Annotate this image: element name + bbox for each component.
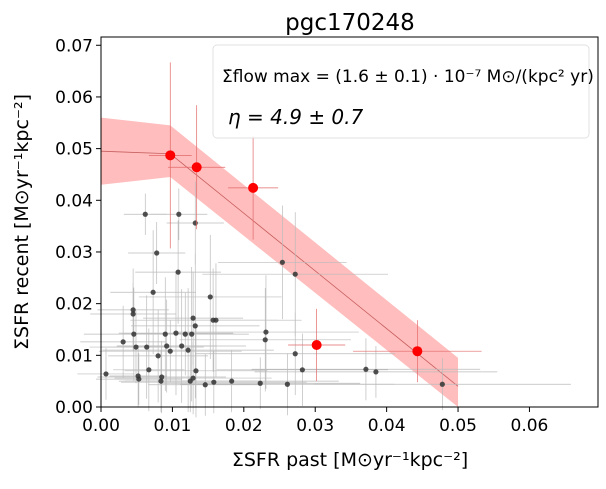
x-tick-label: 0.04	[368, 416, 406, 436]
point	[144, 344, 150, 350]
point	[167, 348, 173, 354]
point	[363, 366, 369, 372]
point	[150, 289, 156, 295]
point	[229, 378, 235, 384]
point	[191, 162, 202, 173]
annotation-box	[212, 44, 590, 139]
point	[158, 378, 164, 384]
point	[190, 375, 196, 381]
point	[120, 339, 126, 345]
point	[159, 374, 165, 380]
point	[248, 182, 259, 193]
point	[263, 329, 269, 335]
point	[154, 250, 160, 256]
point	[185, 347, 191, 353]
y-tick-label: 0.01	[55, 346, 93, 366]
point	[292, 351, 298, 357]
annotation: Σ̇flow max = (1.6 ± 0.1) · 10⁻⁷ M⊙/(kpc²…	[222, 67, 594, 87]
point	[179, 343, 185, 349]
point	[192, 323, 198, 329]
point	[164, 343, 170, 349]
point	[130, 311, 136, 317]
point	[292, 271, 298, 277]
point	[207, 294, 213, 300]
point	[257, 380, 263, 386]
point	[182, 331, 188, 337]
point	[142, 211, 148, 217]
x-tick-label: 0.00	[82, 416, 120, 436]
x-tick-label: 0.06	[511, 416, 549, 436]
x-tick-label: 0.03	[296, 416, 334, 436]
y-tick-label: 0.05	[55, 140, 93, 160]
x-tick-label: 0.01	[153, 416, 191, 436]
x-axis-label: ΣSFR past [M⊙yr⁻¹kpc⁻²]	[232, 449, 468, 471]
x-tick-label: 0.02	[225, 416, 263, 436]
point	[133, 344, 139, 350]
y-tick-label: 0.03	[55, 243, 93, 263]
y-tick-label: 0.07	[55, 36, 93, 56]
point	[176, 211, 182, 217]
y-tick-label: 0.04	[55, 191, 93, 211]
point	[175, 269, 181, 275]
y-tick-label: 0.02	[55, 295, 93, 315]
point	[373, 369, 379, 375]
y-tick-label: 0.06	[55, 88, 93, 108]
point	[165, 150, 176, 161]
point	[189, 331, 195, 337]
point	[146, 367, 152, 373]
point	[311, 339, 322, 350]
point	[103, 371, 109, 377]
point	[439, 381, 445, 387]
point	[299, 367, 305, 373]
chart-title: pgc170248	[285, 10, 415, 36]
point	[162, 331, 168, 337]
point	[155, 353, 161, 359]
point	[211, 379, 217, 385]
point	[412, 346, 423, 357]
annotation: η = 4.9 ± 0.7	[228, 105, 364, 129]
point	[262, 337, 268, 343]
point	[213, 317, 219, 323]
point	[279, 259, 285, 265]
point	[131, 331, 137, 337]
point	[136, 376, 142, 382]
plot-frame	[100, 36, 599, 408]
point	[190, 315, 196, 321]
point	[130, 307, 136, 313]
y-tick-label: 0.00	[55, 398, 93, 418]
y-axis-label: ΣSFR recent [M⊙yr⁻¹kpc⁻²]	[11, 94, 33, 350]
x-tick-label: 0.05	[439, 416, 477, 436]
point	[193, 368, 199, 374]
point	[192, 220, 198, 226]
point	[202, 382, 208, 388]
point	[284, 381, 290, 387]
point	[173, 330, 179, 336]
